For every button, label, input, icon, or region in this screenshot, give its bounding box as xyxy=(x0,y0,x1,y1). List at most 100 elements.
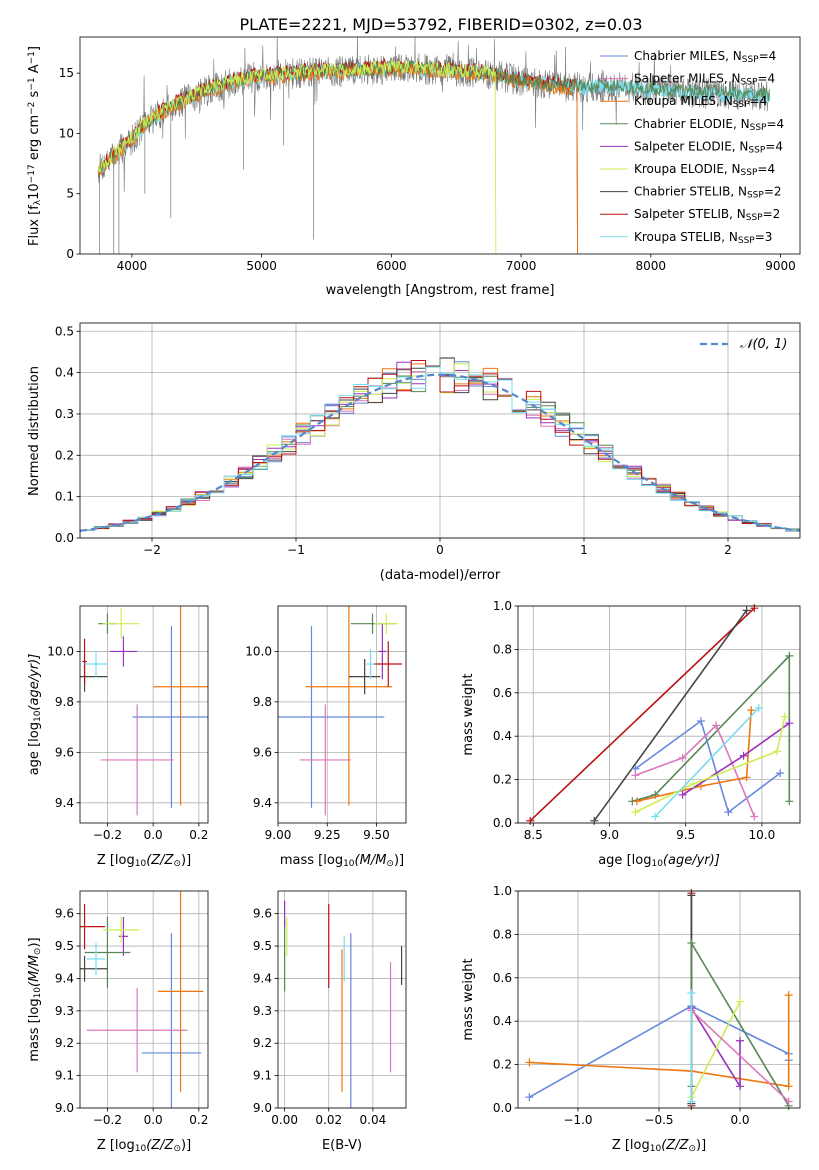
kroupa-elodie-line xyxy=(635,716,786,813)
x-tick-label: 0.00 xyxy=(271,1113,298,1127)
salpeter-miles-line xyxy=(635,724,756,817)
x-axis-label: Z [log10(Z/Z⊙)] xyxy=(97,1138,191,1154)
salpeter-miles-legend-label: Salpeter MILES, NSSP=4 xyxy=(634,72,775,88)
kroupa-stelib-marker xyxy=(687,988,696,997)
axes-frame xyxy=(79,605,209,824)
kroupa-elodie-marker xyxy=(689,779,698,788)
x-tick-label: 9.5 xyxy=(676,828,695,842)
y-axis-label: Flux [fλ10−17 erg cm−2 s−1 A−1] xyxy=(27,46,43,246)
chabrier-stelib-marker xyxy=(742,606,751,615)
salpeter-miles-marker xyxy=(678,753,687,762)
y-tick-label: 9.6 xyxy=(55,745,74,759)
y-tick-label: 0.4 xyxy=(55,366,74,380)
spectrum-panel: 4000 5000 6000 7000 8000 9000 0 5 10 15 wavelength… xyxy=(27,36,801,298)
y-tick-label: 0 xyxy=(66,247,74,261)
mass-vs-metallicity-panel: −0.2 0.0 0.2 9.0 9.1 9.2 9.3 9.4 9.5 9.6 Z [log10(… xyxy=(27,890,209,1154)
chabrier-elodie-marker xyxy=(785,651,794,660)
y-tick-label: 0.2 xyxy=(493,1058,512,1072)
y-tick-label: 10 xyxy=(59,126,74,140)
y-tick-label: 9.6 xyxy=(253,907,272,921)
y-tick-label: 9.1 xyxy=(253,1069,272,1083)
chabrier-miles-marker xyxy=(525,1093,534,1102)
kroupa-stelib-marker xyxy=(651,812,660,821)
salpeter-stelib-histogram xyxy=(80,360,800,538)
x-tick-label: 0.2 xyxy=(189,828,208,842)
y-tick-label: 9.3 xyxy=(253,1004,272,1018)
x-tick-label: 9000 xyxy=(765,259,796,273)
y-tick-label: 9.8 xyxy=(253,695,272,709)
salpeter-stelib-legend-label: Salpeter STELIB, NSSP=2 xyxy=(634,207,780,223)
x-tick-label: 0.02 xyxy=(315,1113,342,1127)
y-tick-label: 15 xyxy=(59,66,74,80)
x-tick-label: 0 xyxy=(436,543,444,557)
x-tick-label: 8.5 xyxy=(524,828,543,842)
y-tick-label: 0.2 xyxy=(493,773,512,787)
x-axis-label: Z [log10(Z/Z⊙)] xyxy=(97,853,191,869)
kroupa-elodie-marker xyxy=(736,997,745,1006)
kroupa-stelib-marker xyxy=(687,1097,696,1106)
y-tick-label: 0.6 xyxy=(493,971,512,985)
y-tick-label: 0.0 xyxy=(493,1101,512,1115)
age-vs-metallicity-panel: −0.2 0.0 0.2 9.4 9.6 9.8 10.0 Z [log10(Z/Z⊙)] ag… xyxy=(27,605,209,869)
x-tick-label: 9.25 xyxy=(314,828,341,842)
residual-histogram-panel: −2 −1 0 1 2 0.0 0.1 0.2 0.3 0.4 0.5 𝒩(0, 1) (data-mo… xyxy=(27,322,801,583)
chabrier-miles-marker xyxy=(696,717,705,726)
x-tick-label: −2 xyxy=(143,543,161,557)
kroupa-miles-marker xyxy=(784,1082,793,1091)
x-tick-label: 4000 xyxy=(117,259,148,273)
mass-weight-vs-age-panel: 8.5 9.0 9.5 10.0 0.0 0.2 0.4 0.6 0.8 1.0 age [log1… xyxy=(461,599,801,869)
x-tick-label: −0.2 xyxy=(93,1113,122,1127)
x-axis-label: (data-model)/error xyxy=(380,568,501,583)
x-axis-label: Z [log10(Z/Z⊙)] xyxy=(612,1138,706,1154)
x-tick-label: 9.0 xyxy=(600,828,619,842)
chabrier-miles-line xyxy=(634,719,781,814)
salpeter-elodie-marker xyxy=(736,1036,745,1045)
salpeter-elodie-marker xyxy=(736,1082,745,1091)
y-tick-label: 0.8 xyxy=(493,927,512,941)
x-tick-label: 0.04 xyxy=(360,1113,387,1127)
salpeter-elodie-marker xyxy=(678,790,687,799)
y-tick-label: 9.4 xyxy=(253,971,272,985)
kroupa-miles-marker xyxy=(632,797,641,806)
salpeter-miles-marker xyxy=(712,721,721,730)
kroupa-elodie-marker xyxy=(773,747,782,756)
y-axis-label: age [log10(age/yr)] xyxy=(27,654,43,776)
y-tick-label: 0.4 xyxy=(493,1014,512,1028)
x-axis-label: E(B-V) xyxy=(322,1138,362,1153)
legend: Chabrier MILES, NSSP=4 Salpeter MILES, NS… xyxy=(600,49,784,246)
kroupa-stelib-legend-label: Kroupa STELIB, NSSP=3 xyxy=(634,230,772,246)
kroupa-miles-marker xyxy=(742,773,751,782)
axes-frame xyxy=(277,890,407,1109)
y-tick-label: 0.5 xyxy=(55,324,74,338)
axes-frame xyxy=(79,36,801,255)
x-tick-label: −0.5 xyxy=(644,1113,673,1127)
salpeter-stelib-marker xyxy=(526,816,535,825)
y-tick-label: 0.0 xyxy=(55,531,74,545)
x-tick-label: 0.2 xyxy=(189,1113,208,1127)
y-tick-label: 5 xyxy=(66,187,74,201)
y-tick-label: 0.0 xyxy=(493,816,512,830)
kroupa-elodie-marker xyxy=(780,712,789,721)
y-tick-label: 10.0 xyxy=(245,644,272,658)
salpeter-miles-marker xyxy=(631,771,640,780)
chabrier-stelib-marker xyxy=(590,816,599,825)
y-tick-label: 9.2 xyxy=(253,1036,272,1050)
y-tick-label: 10.0 xyxy=(47,644,74,658)
y-tick-label: 9.1 xyxy=(55,1069,74,1083)
kroupa-stelib-marker xyxy=(754,703,763,712)
salpeter-elodie-marker xyxy=(785,719,794,728)
salpeter-miles-marker xyxy=(784,1097,793,1106)
y-tick-label: 9.4 xyxy=(253,796,272,810)
x-tick-label: −1 xyxy=(287,543,305,557)
x-tick-label: 10.0 xyxy=(749,828,776,842)
axes-frame xyxy=(79,890,209,1109)
axes-frame xyxy=(277,605,407,824)
y-tick-label: 1.0 xyxy=(493,884,512,898)
y-axis-label: mass weight xyxy=(461,958,476,1040)
kroupa-elodie-line xyxy=(690,1001,741,1098)
y-tick-label: 0.2 xyxy=(55,448,74,462)
x-tick-label: 6000 xyxy=(376,259,407,273)
figure-title: PLATE=2221, MJD=53792, FIBERID=0302, z=0… xyxy=(239,15,642,34)
y-axis-label: mass [log10(M/M⊙)] xyxy=(27,937,43,1061)
